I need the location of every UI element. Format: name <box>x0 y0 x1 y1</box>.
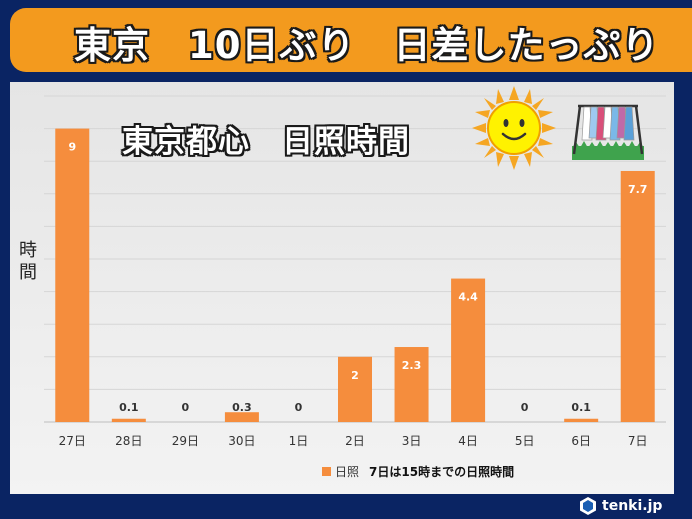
data-label: 0.1 <box>571 401 591 414</box>
banner: 東京 10日ぶり 日差したっぷり <box>10 8 692 72</box>
x-tick-label: 28日 <box>115 434 142 448</box>
x-tick-label: 6日 <box>571 434 591 448</box>
data-label: 4.4 <box>458 291 478 304</box>
x-tick-label: 2日 <box>345 434 365 448</box>
x-tick-label: 7日 <box>628 434 648 448</box>
sun-face-icon <box>472 86 556 170</box>
bar <box>338 356 372 422</box>
logo-text: tenki.jp <box>602 498 663 514</box>
x-tick-label: 1日 <box>289 434 309 448</box>
legend-label: 日照 <box>335 465 360 479</box>
bar <box>224 412 259 422</box>
data-label: 0 <box>521 401 529 414</box>
data-label: 0.1 <box>119 401 139 414</box>
y-axis-label: 時間 <box>19 240 37 283</box>
data-label: 0 <box>182 401 190 414</box>
data-label: 7.7 <box>628 183 648 196</box>
data-label: 0.3 <box>232 401 252 414</box>
chart-title: 東京都心 日照時間 <box>122 124 410 160</box>
data-label: 2.3 <box>402 359 422 372</box>
x-tick-label: 4日 <box>458 434 478 448</box>
tenki-logo: tenki.jp <box>578 494 662 518</box>
bar <box>620 170 655 422</box>
bar <box>564 418 599 422</box>
legend-swatch <box>322 467 331 476</box>
bar <box>55 128 90 422</box>
x-tick-label: 29日 <box>172 434 199 448</box>
x-tick-label: 5日 <box>515 434 535 448</box>
legend-note: 7日は15時までの日照時間 <box>369 465 515 479</box>
x-tick-label: 3日 <box>402 434 422 448</box>
bar <box>394 347 429 422</box>
x-tick-label: 27日 <box>59 434 86 448</box>
data-label: 2 <box>351 369 359 382</box>
laundry-rack-icon <box>572 104 644 160</box>
tenki-logo-icon <box>580 497 596 515</box>
x-tick-label: 30日 <box>228 434 255 448</box>
bar-chart: 9 27日 0.1 28日 0 29日 0.3 30日 0 1日 2 2日 2.3 3日 4.4 4日 0 5日 0… <box>44 95 666 448</box>
chart-panel: 9 27日 0.1 28日 0 29日 0.3 30日 0 1日 2 2日 2.3 3日 4.4 4日 0 5日 0… <box>10 82 674 494</box>
data-label: 9 <box>68 141 76 154</box>
bar <box>451 278 486 422</box>
legend: 日照 7日は15時までの日照時間 <box>322 463 514 480</box>
bar <box>111 418 146 422</box>
banner-title: 東京 10日ぶり 日差したっぷり <box>74 24 660 67</box>
data-label: 0 <box>295 401 303 414</box>
